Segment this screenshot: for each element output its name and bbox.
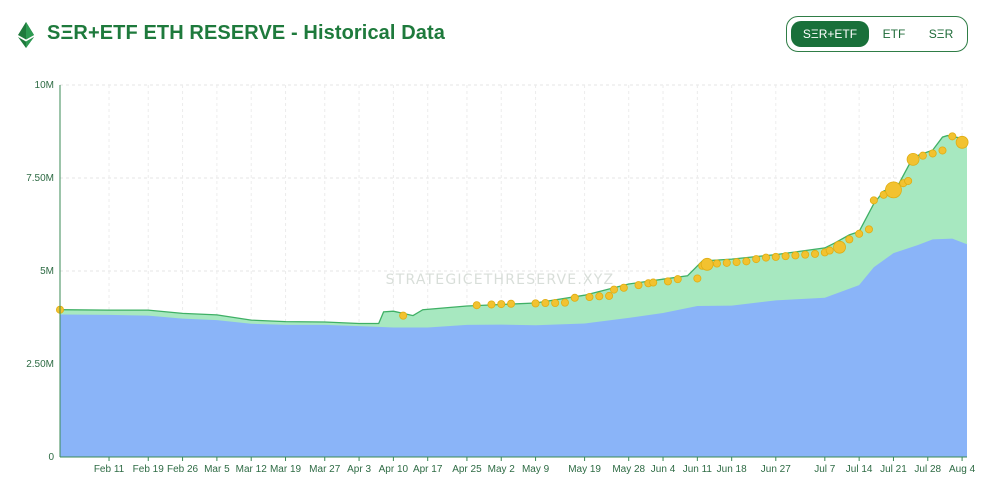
x-tick-label: Apr 10 <box>379 464 409 475</box>
purchase-marker[interactable] <box>605 291 614 300</box>
purchase-marker[interactable] <box>825 246 834 255</box>
purchase-marker[interactable] <box>811 249 820 258</box>
purchase-marker[interactable] <box>742 257 751 266</box>
x-tick-label: Apr 3 <box>347 464 371 475</box>
purchase-marker[interactable] <box>673 275 682 284</box>
purchase-marker[interactable] <box>693 274 702 283</box>
purchase-marker[interactable] <box>948 132 957 141</box>
toggle-ser-etf-button[interactable]: SΞR+ETF <box>791 21 869 47</box>
purchase-marker[interactable] <box>855 229 864 238</box>
x-tick-label: May 2 <box>488 464 516 475</box>
purchase-marker[interactable] <box>595 292 604 301</box>
header: SΞR+ETF ETH RESERVE - Historical Data SΞ… <box>0 0 994 70</box>
x-tick-label: Mar 5 <box>204 464 230 475</box>
purchase-marker[interactable] <box>752 255 761 264</box>
y-tick-label: 0 <box>48 452 54 463</box>
purchase-marker[interactable] <box>771 252 780 261</box>
purchase-marker[interactable] <box>938 146 947 155</box>
purchase-marker[interactable] <box>634 281 643 290</box>
y-tick-label: 2.50M <box>26 359 54 370</box>
x-axis-ticks: Feb 11 Feb 19 Feb 26 Mar 5 Mar 12 Mar 19 Mar 2… <box>94 457 976 475</box>
purchase-marker[interactable] <box>531 299 540 308</box>
purchase-marker[interactable] <box>507 299 516 308</box>
x-tick-label: Jun 27 <box>761 464 791 475</box>
x-tick-label: May 28 <box>612 464 645 475</box>
purchase-marker[interactable] <box>585 293 594 302</box>
y-tick-label: 7.50M <box>26 173 54 184</box>
purchase-marker[interactable] <box>732 258 741 267</box>
x-tick-label: Jul 14 <box>846 464 873 475</box>
purchase-marker[interactable] <box>722 258 731 267</box>
purchase-marker[interactable] <box>864 225 873 234</box>
purchase-marker[interactable] <box>663 277 672 286</box>
y-tick-label: 5M <box>40 266 54 277</box>
purchase-marker[interactable] <box>918 151 927 160</box>
y-tick-label: 10M <box>35 80 54 91</box>
purchase-marker[interactable] <box>551 298 560 307</box>
purchase-marker[interactable] <box>761 253 770 262</box>
purchase-marker[interactable] <box>610 285 619 294</box>
purchase-marker[interactable] <box>833 240 846 254</box>
purchase-marker[interactable] <box>801 250 810 259</box>
page-title: SΞR+ETF ETH RESERVE - Historical Data <box>47 22 445 44</box>
purchase-marker[interactable] <box>487 300 496 309</box>
x-tick-label: Jul 21 <box>880 464 907 475</box>
x-tick-label: Feb 26 <box>167 464 199 475</box>
purchase-markers <box>56 132 969 320</box>
purchase-marker[interactable] <box>904 176 913 185</box>
purchase-marker[interactable] <box>700 257 714 271</box>
x-tick-label: Jul 28 <box>914 464 941 475</box>
purchase-marker[interactable] <box>497 300 506 309</box>
x-tick-label: Jun 11 <box>683 464 713 475</box>
x-tick-label: Mar 12 <box>236 464 268 475</box>
dataset-toggle: SΞR+ETF ETF SΞR <box>786 16 968 52</box>
purchase-marker[interactable] <box>885 181 902 199</box>
purchase-marker[interactable] <box>560 298 569 307</box>
x-tick-label: Jun 18 <box>717 464 747 475</box>
purchase-marker[interactable] <box>399 311 408 320</box>
purchase-marker[interactable] <box>541 298 550 307</box>
axes <box>59 85 967 458</box>
x-tick-label: Feb 11 <box>94 464 125 475</box>
y-axis-ticks: 0 2.50M 5M 7.50M 10M <box>26 80 54 463</box>
x-tick-label: Mar 19 <box>270 464 302 475</box>
x-tick-label: Jun 4 <box>651 464 676 475</box>
reserve-area-chart: STRATEGICETHRESERVE.XYZ 0 2.50M 5M 7.50M 10M… <box>26 80 976 475</box>
x-tick-label: Aug 4 <box>949 464 976 475</box>
x-tick-label: Mar 27 <box>309 464 341 475</box>
purchase-marker[interactable] <box>906 153 920 166</box>
purchase-marker[interactable] <box>781 252 790 261</box>
x-tick-label: Feb 19 <box>133 464 165 475</box>
watermark: STRATEGICETHRESERVE.XYZ <box>386 272 615 288</box>
x-tick-label: Apr 25 <box>452 464 482 475</box>
purchase-marker[interactable] <box>619 283 628 292</box>
purchase-marker[interactable] <box>649 278 658 287</box>
purchase-marker[interactable] <box>472 301 481 310</box>
purchase-marker[interactable] <box>845 235 854 244</box>
purchase-marker[interactable] <box>869 196 878 205</box>
etf-holdings-area <box>60 238 967 457</box>
purchase-marker[interactable] <box>791 251 800 260</box>
purchase-marker[interactable] <box>928 149 937 158</box>
x-tick-label: Jul 7 <box>814 464 836 475</box>
x-tick-label: May 19 <box>568 464 601 475</box>
toggle-ser-button[interactable]: SΞR <box>928 27 954 41</box>
toggle-etf-button[interactable]: ETF <box>882 27 906 41</box>
x-tick-label: May 9 <box>522 464 550 475</box>
purchase-marker[interactable] <box>955 135 969 149</box>
purchase-marker[interactable] <box>712 259 721 268</box>
purchase-marker[interactable] <box>570 293 579 302</box>
x-tick-label: Apr 17 <box>413 464 443 475</box>
ethereum-icon <box>18 22 34 48</box>
